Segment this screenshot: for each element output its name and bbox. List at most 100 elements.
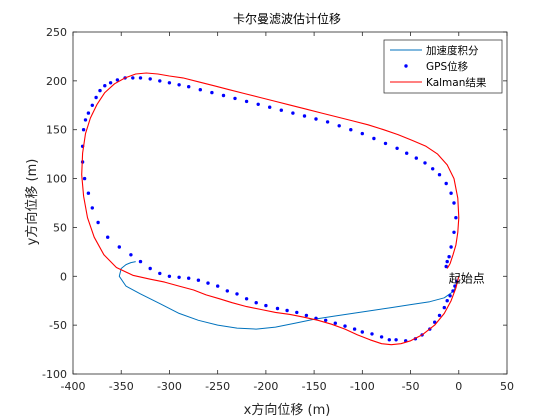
gps-point: [177, 83, 181, 87]
gps-point: [302, 114, 307, 118]
y-tick-label: 200: [46, 75, 67, 88]
gps-point: [98, 88, 102, 93]
gps-point: [454, 216, 458, 220]
gps-point: [256, 102, 260, 107]
gps-point: [442, 305, 446, 310]
gps-point: [216, 284, 220, 288]
chart-title: 卡尔曼滤波估计位移: [233, 11, 341, 26]
y-tick-label: 50: [53, 221, 67, 234]
gps-point: [196, 278, 201, 282]
x-tick-label: -300: [157, 380, 182, 393]
gps-point: [187, 276, 191, 280]
gps-point: [383, 141, 388, 146]
gps-point: [285, 308, 289, 313]
gps-point: [414, 156, 418, 160]
gps-point: [387, 338, 391, 342]
gps-point: [148, 266, 152, 271]
gps-point: [106, 235, 110, 239]
gps-point: [117, 245, 122, 249]
x-tick-label: -400: [61, 380, 86, 393]
x-tick-label: -100: [350, 380, 375, 393]
gps-point: [360, 131, 364, 136]
gps-point: [452, 201, 456, 205]
gps-point: [129, 253, 133, 257]
gps-point: [333, 321, 337, 325]
x-axis-label: x方向位移 (m): [244, 402, 331, 418]
x-tick-label: -150: [302, 380, 327, 393]
legend: 加速度积分 GPS位移 Kalman结果: [383, 39, 503, 94]
gps-point: [395, 146, 399, 150]
legend-label: Kalman结果: [426, 76, 487, 89]
gps-point: [115, 78, 120, 82]
gps-point: [314, 117, 318, 121]
legend-label: GPS位移: [426, 60, 469, 73]
gps-point: [225, 289, 229, 293]
gps-point: [210, 90, 214, 95]
gps-point: [431, 167, 435, 171]
gps-point: [158, 79, 162, 83]
series-0: [118, 261, 460, 330]
series-2: [81, 72, 460, 346]
gps-point: [343, 324, 347, 328]
gps-point: [235, 292, 239, 296]
legend-box: [383, 39, 503, 94]
gps-point: [405, 151, 409, 155]
gps-point: [86, 191, 91, 195]
gps-point: [158, 271, 162, 276]
gps-point: [370, 332, 374, 336]
gps-point: [444, 264, 448, 269]
gps-point: [448, 294, 452, 298]
gps-point: [352, 327, 357, 331]
gps-point: [187, 85, 191, 89]
gps-point: [244, 297, 249, 301]
gps-point: [198, 88, 202, 92]
y-tick-label: -50: [49, 319, 67, 332]
gps-point: [103, 84, 107, 88]
gps-point: [264, 303, 268, 308]
gps-point: [423, 161, 427, 165]
gps-point: [445, 259, 449, 264]
gps-point: [324, 318, 328, 322]
gps-point: [275, 306, 280, 311]
y-tick-label: 150: [46, 124, 67, 137]
y-tick-label: 0: [60, 270, 67, 283]
gps-point: [372, 136, 376, 141]
gps-point: [291, 111, 295, 115]
gps-point: [96, 220, 100, 225]
gps-point: [138, 76, 143, 80]
gps-point: [447, 255, 451, 259]
gps-point: [337, 124, 341, 128]
gps-point: [90, 206, 95, 210]
gps-point: [295, 310, 299, 315]
series-1: [80, 76, 459, 343]
gps-point: [131, 76, 135, 80]
gps-point: [221, 93, 226, 98]
gps-point: [394, 338, 398, 342]
y-tick-label: 100: [46, 173, 67, 186]
gps-point: [138, 259, 143, 264]
start-point-annotation: 起始点: [449, 271, 485, 285]
gps-point: [148, 77, 152, 81]
gps-point: [177, 275, 181, 279]
gps-point: [437, 173, 442, 177]
x-tick-label: -200: [253, 380, 278, 393]
gps-point: [449, 245, 453, 249]
gps-point: [449, 191, 453, 195]
gps-point: [279, 108, 283, 112]
gps-point: [349, 128, 353, 132]
gps-point: [304, 313, 309, 318]
gps-point: [167, 274, 172, 278]
gps-point: [244, 99, 249, 104]
gps-point: [86, 111, 91, 115]
gps-point: [81, 128, 86, 132]
gps-point: [167, 81, 172, 85]
x-tick-label: 50: [500, 380, 514, 393]
y-tick-label: 250: [46, 26, 67, 39]
y-tick-label: -100: [42, 368, 67, 381]
gps-point: [82, 176, 87, 181]
y-axis-label: y方向位移 (m): [24, 159, 40, 246]
gps-point: [444, 181, 448, 186]
x-tick-label: -350: [109, 380, 134, 393]
gps-point: [433, 320, 437, 324]
